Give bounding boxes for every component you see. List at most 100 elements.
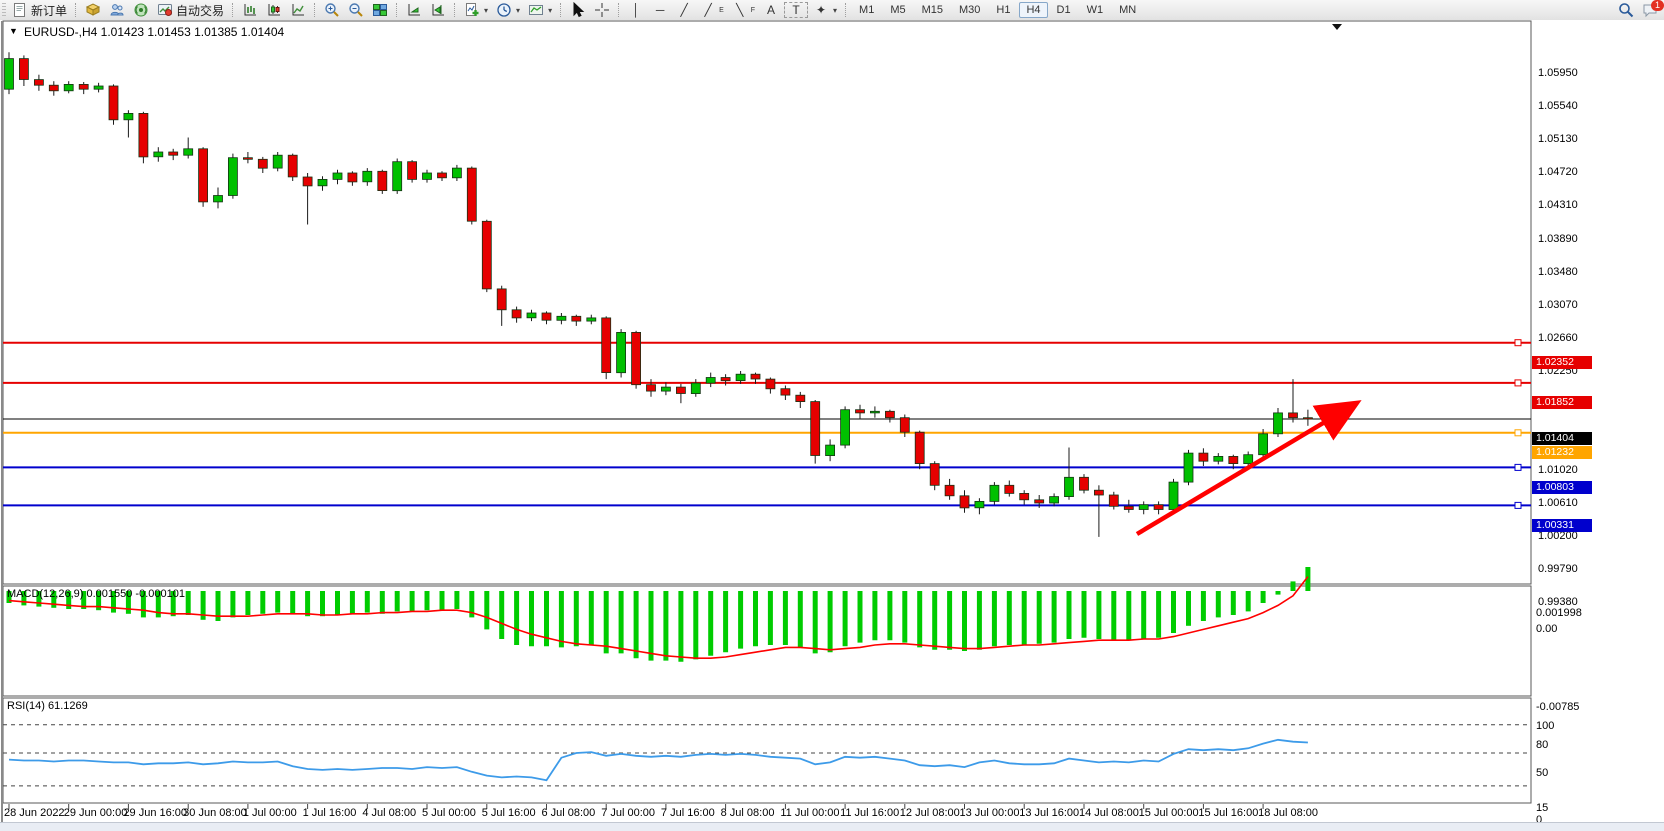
candle-body[interactable] bbox=[795, 394, 806, 403]
one-click-collapse-icon[interactable]: ▼ bbox=[9, 26, 18, 36]
candle-body[interactable] bbox=[317, 178, 328, 187]
candle-body[interactable] bbox=[78, 84, 89, 90]
candle-body[interactable] bbox=[227, 157, 238, 196]
timeframe-button-m5[interactable]: M5 bbox=[890, 4, 906, 16]
indicators-dropdown-caret[interactable]: ▾ bbox=[484, 5, 489, 15]
candle-body[interactable] bbox=[332, 172, 343, 180]
cursor-tool-button[interactable] bbox=[567, 1, 589, 19]
candle-body[interactable] bbox=[1019, 492, 1030, 501]
candle-body[interactable] bbox=[1094, 489, 1104, 496]
candle-body[interactable] bbox=[287, 154, 298, 178]
candle-body[interactable] bbox=[451, 167, 462, 179]
candle-body[interactable] bbox=[556, 315, 567, 321]
candle-body[interactable] bbox=[959, 495, 970, 509]
candle-body[interactable] bbox=[511, 309, 522, 319]
candle-body[interactable] bbox=[347, 172, 358, 183]
trendline-tool-button[interactable]: ╱ bbox=[673, 1, 695, 19]
candle-body[interactable] bbox=[899, 417, 910, 433]
candle-body[interactable] bbox=[646, 384, 656, 392]
timeframe-button-w1[interactable]: W1 bbox=[1086, 4, 1104, 16]
label-tool-button[interactable]: T bbox=[784, 2, 809, 18]
candle-body[interactable] bbox=[676, 386, 686, 394]
timeframe-button-d1[interactable]: D1 bbox=[1056, 4, 1071, 16]
timeframe-button-h4[interactable]: H4 bbox=[1019, 2, 1048, 18]
candle-body[interactable] bbox=[840, 409, 850, 446]
candle-body[interactable] bbox=[1034, 499, 1045, 504]
candle-body[interactable] bbox=[631, 331, 641, 386]
auto-scroll-button[interactable] bbox=[403, 1, 425, 19]
text-tool-button[interactable]: A bbox=[760, 1, 782, 19]
candle-body[interactable] bbox=[1288, 412, 1298, 419]
timeframe-button-mn[interactable]: MN bbox=[1119, 4, 1137, 16]
candle-body[interactable] bbox=[616, 331, 626, 374]
timeframe-button-m1[interactable]: M1 bbox=[859, 4, 875, 16]
candle-body[interactable] bbox=[944, 484, 955, 497]
candle-body[interactable] bbox=[1138, 504, 1149, 510]
market-watch-button[interactable] bbox=[82, 1, 104, 19]
templates-dropdown-caret[interactable]: ▾ bbox=[548, 5, 553, 15]
candle-body[interactable] bbox=[466, 167, 477, 222]
candle-body[interactable] bbox=[780, 388, 791, 396]
candle-body[interactable] bbox=[661, 386, 671, 392]
auto-trading-button[interactable]: 自动交易 bbox=[154, 1, 227, 19]
line-handle-marker[interactable] bbox=[1514, 429, 1522, 437]
candle-body[interactable] bbox=[1004, 484, 1015, 494]
channel-tool-button[interactable]: ╱ E bbox=[697, 1, 727, 19]
crosshair-tool-button[interactable] bbox=[591, 1, 613, 19]
candle-body[interactable] bbox=[481, 220, 492, 290]
candle-body[interactable] bbox=[690, 382, 701, 395]
candle-body[interactable] bbox=[974, 500, 985, 509]
candle-body[interactable] bbox=[1273, 412, 1283, 435]
candle-body[interactable] bbox=[571, 315, 582, 322]
candle-body[interactable] bbox=[108, 85, 119, 121]
candle-body[interactable] bbox=[123, 113, 134, 121]
candle-body[interactable] bbox=[1049, 496, 1059, 504]
candle-body[interactable] bbox=[1079, 476, 1089, 491]
candle-body[interactable] bbox=[1153, 504, 1164, 510]
candle-body[interactable] bbox=[407, 161, 418, 180]
candle-body[interactable] bbox=[153, 151, 164, 158]
main-chart-panel[interactable] bbox=[2, 20, 1532, 585]
fibonacci-tool-button[interactable]: ╲ F bbox=[729, 1, 758, 19]
navigator-button[interactable] bbox=[106, 1, 128, 19]
candle-body[interactable] bbox=[18, 58, 29, 80]
candle-body[interactable] bbox=[1123, 505, 1134, 510]
rsi-panel[interactable] bbox=[2, 697, 1532, 804]
zoom-in-button[interactable] bbox=[321, 1, 343, 19]
candle-body[interactable] bbox=[810, 401, 821, 456]
arrows-dropdown-caret[interactable]: ▾ bbox=[833, 5, 838, 15]
search-icon[interactable] bbox=[1618, 2, 1634, 18]
candle-body[interactable] bbox=[93, 85, 104, 90]
candle-body[interactable] bbox=[1243, 454, 1254, 465]
candle-body[interactable] bbox=[272, 154, 283, 169]
candle-body[interactable] bbox=[1258, 433, 1268, 456]
horizontal-line-tool-button[interactable]: ─ bbox=[649, 1, 671, 19]
candle-body[interactable] bbox=[885, 410, 895, 419]
candle-body[interactable] bbox=[720, 377, 731, 382]
candle-body[interactable] bbox=[183, 148, 194, 156]
zoom-out-button[interactable] bbox=[345, 1, 367, 19]
timeframe-button-m15[interactable]: M15 bbox=[921, 4, 944, 16]
candle-body[interactable] bbox=[601, 317, 612, 373]
candle-body[interactable] bbox=[1108, 494, 1119, 507]
line-handle-marker[interactable] bbox=[1514, 501, 1522, 509]
templates-button[interactable]: ▾ bbox=[525, 1, 555, 19]
candle-body[interactable] bbox=[437, 172, 447, 179]
candle-body[interactable] bbox=[1064, 476, 1074, 497]
tile-windows-button[interactable] bbox=[369, 1, 391, 19]
candle-body[interactable] bbox=[63, 84, 74, 92]
new-order-button[interactable]: 新订单 bbox=[9, 1, 70, 19]
candle-body[interactable] bbox=[392, 161, 403, 192]
candle-body[interactable] bbox=[541, 312, 552, 321]
candle-body[interactable] bbox=[735, 373, 746, 382]
candle-body[interactable] bbox=[168, 151, 179, 156]
timeframe-button-m30[interactable]: M30 bbox=[959, 4, 981, 16]
timeframe-button-h1[interactable]: H1 bbox=[996, 4, 1011, 16]
line-handle-marker[interactable] bbox=[1514, 339, 1522, 347]
terminal-button[interactable] bbox=[130, 1, 152, 19]
candle-body[interactable] bbox=[198, 148, 209, 203]
candle-body[interactable] bbox=[242, 157, 253, 160]
periods-dropdown-caret[interactable]: ▾ bbox=[516, 5, 521, 15]
chart-shift-button[interactable] bbox=[427, 1, 449, 19]
candle-body[interactable] bbox=[377, 170, 388, 192]
